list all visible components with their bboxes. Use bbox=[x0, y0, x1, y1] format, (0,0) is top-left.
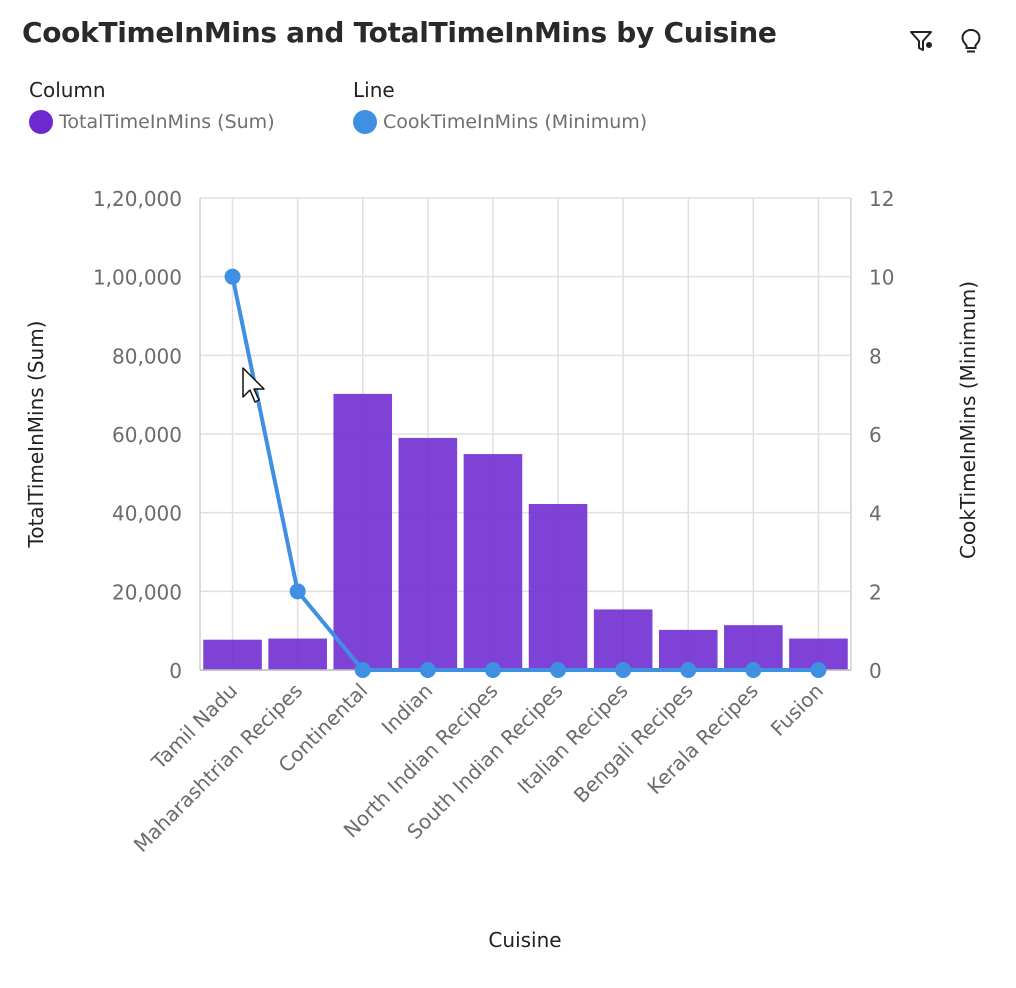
legend-line-group: Line CookTimeInMins (Minimum) bbox=[353, 78, 647, 134]
line-point[interactable] bbox=[550, 662, 567, 678]
series-line bbox=[230, 276, 819, 672]
bar[interactable] bbox=[463, 454, 523, 670]
y-left-tick-label: 40,000 bbox=[112, 502, 182, 526]
y-left-tick-label: 60,000 bbox=[112, 423, 182, 447]
line-point[interactable] bbox=[419, 662, 436, 678]
y-axis-left-title: TotalTimeInMins (Sum) bbox=[24, 321, 48, 549]
bar[interactable] bbox=[268, 638, 327, 670]
bar[interactable] bbox=[203, 639, 262, 670]
line-point[interactable] bbox=[354, 662, 371, 678]
y-right-tick-label: 2 bbox=[869, 580, 882, 604]
y-right-tick-label: 0 bbox=[869, 659, 882, 683]
x-tick-label: Bengali Recipes bbox=[569, 679, 698, 808]
x-tick-label: Italian Recipes bbox=[513, 679, 633, 799]
x-tick-label: Fusion bbox=[766, 679, 828, 741]
line-point[interactable] bbox=[810, 662, 827, 678]
mouse-cursor-icon bbox=[242, 367, 265, 403]
legend-label-cook-time: CookTimeInMins (Minimum) bbox=[383, 111, 648, 133]
y-right-tick-label: 8 bbox=[869, 344, 882, 368]
line-point[interactable] bbox=[224, 268, 241, 285]
legend-column-heading: Column bbox=[29, 78, 106, 102]
bar[interactable] bbox=[398, 437, 458, 670]
legend-swatch-line bbox=[353, 110, 377, 134]
legend-item-cook-time[interactable]: CookTimeInMins (Minimum) bbox=[353, 110, 647, 134]
y-right-tick-label: 10 bbox=[869, 266, 894, 290]
chart-title: CookTimeInMins and TotalTimeInMins by Cu… bbox=[22, 16, 777, 49]
y-left-tick-label: 0 bbox=[169, 659, 182, 683]
legend-line-heading: Line bbox=[353, 78, 395, 102]
y-right-tick-label: 6 bbox=[869, 423, 882, 447]
insights-button[interactable] bbox=[956, 26, 986, 56]
line-point[interactable] bbox=[484, 662, 501, 678]
y-axis-right-title: CookTimeInMins (Minimum) bbox=[956, 281, 980, 559]
bar[interactable] bbox=[333, 393, 393, 670]
filter-icon bbox=[910, 31, 932, 51]
y-left-tick-label: 1,20,000 bbox=[93, 187, 182, 211]
y-right-tick-label: 4 bbox=[869, 502, 882, 526]
legend-swatch-bar bbox=[29, 110, 53, 134]
y-right-tick-label: 12 bbox=[869, 187, 894, 211]
x-axis-title: Cuisine bbox=[488, 928, 561, 952]
legend-item-total-time[interactable]: TotalTimeInMins (Sum) bbox=[29, 110, 275, 134]
y-left-tick-label: 20,000 bbox=[112, 580, 182, 604]
line-point[interactable] bbox=[289, 583, 306, 600]
legend-label-total-time: TotalTimeInMins (Sum) bbox=[59, 111, 275, 133]
legend-column-group: Column TotalTimeInMins (Sum) bbox=[29, 78, 275, 134]
y-left-tick-label: 1,00,000 bbox=[93, 266, 182, 290]
line-point[interactable] bbox=[615, 662, 632, 678]
line-point[interactable] bbox=[745, 662, 762, 678]
bar[interactable] bbox=[593, 609, 653, 670]
x-tick-label: Kerala Recipes bbox=[642, 679, 762, 799]
bar[interactable] bbox=[528, 504, 588, 670]
lightbulb-icon bbox=[961, 28, 981, 53]
y-left-tick-label: 80,000 bbox=[112, 344, 182, 368]
line-point[interactable] bbox=[680, 662, 697, 678]
x-tick-label: Indian bbox=[377, 679, 438, 740]
filter-button[interactable] bbox=[907, 26, 937, 56]
